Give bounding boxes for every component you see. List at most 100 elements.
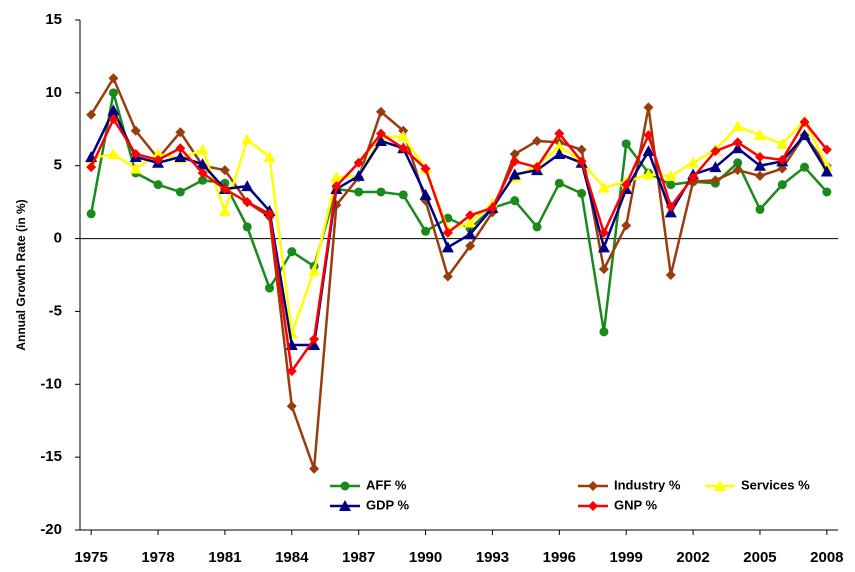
y-tick-label: -5 [49,302,62,319]
data-point [175,187,185,197]
data-point [666,180,676,190]
data-point [398,190,408,200]
data-point [821,144,832,155]
data-point [197,168,208,178]
data-point [687,156,700,168]
data-point [799,117,810,127]
data-point [798,129,811,141]
data-point [242,197,253,208]
series-line [89,92,828,333]
data-point [441,241,454,253]
y-tick-label: 0 [54,230,62,247]
data-point [554,178,564,188]
data-point [330,171,343,183]
data-point [285,327,298,339]
data-point [598,264,609,275]
data-point [354,187,364,197]
x-tick-label: 2005 [743,549,776,566]
data-point [309,463,320,474]
data-point [241,180,254,192]
data-point [642,168,655,180]
data-point [196,158,209,170]
data-point [643,130,654,141]
data-point [108,73,119,84]
data-point [352,169,365,181]
y-tick-label: 15 [45,11,62,28]
x-tick-label: 1984 [275,549,309,566]
data-point [241,133,254,145]
data-point [464,228,477,240]
data-point [731,142,744,154]
data-point [553,148,566,160]
series-line [90,116,828,375]
data-point [554,128,565,139]
y-tick-label: -20 [40,521,62,538]
legend-label: Services % [741,477,810,492]
x-tick-label: 2008 [810,549,843,566]
x-tick-label: 1987 [342,549,375,566]
data-point [753,159,766,171]
legend-label: Industry % [614,477,681,492]
data-point [597,241,610,253]
data-point [465,210,476,221]
data-point [822,187,832,197]
data-point [287,247,297,257]
data-point [733,158,743,168]
data-point [576,144,587,155]
data-point [508,168,521,180]
legend-marker [714,480,726,491]
data-point [754,170,765,181]
data-point [509,149,520,160]
data-point [553,140,566,152]
data-point [599,327,609,337]
data-point [532,162,543,173]
data-point [86,162,97,173]
data-point [196,143,209,155]
x-tick-label: 1975 [74,549,107,566]
data-point [308,264,321,276]
legend-label: GNP % [614,497,658,512]
x-tick-label: 1981 [208,549,241,566]
x-tick-label: 1993 [476,549,509,566]
data-point [442,227,453,238]
data-point [709,161,722,173]
legend-marker [588,501,598,511]
x-tick-label: 1978 [141,549,174,566]
data-point [375,128,386,139]
data-point [621,139,631,149]
data-point [664,169,677,181]
data-point [710,146,721,157]
data-point [219,184,230,195]
data-point [621,220,632,231]
data-point [130,125,141,136]
data-point [107,104,120,116]
data-point [731,120,744,132]
y-axis-label: Annual Growth Rate (in %) [14,199,28,350]
data-point [107,148,120,160]
data-point [710,175,721,186]
data-point [776,137,789,149]
data-point [665,270,676,280]
data-point [419,188,432,200]
data-point [108,88,118,98]
data-point [264,208,275,219]
data-point [153,180,163,190]
y-tick-label: 10 [45,84,62,101]
x-tick-label: 1996 [543,549,576,566]
data-point [664,206,677,218]
data-point [308,338,321,350]
data-point [487,202,498,213]
legend-label: AFF % [366,477,407,492]
data-point [509,156,520,167]
data-point [777,180,787,190]
data-point [577,188,587,198]
data-point [732,137,743,148]
data-point [754,151,765,162]
data-point [152,148,165,160]
data-point [532,135,543,146]
data-point [800,162,810,172]
data-point [375,106,386,117]
data-point [129,162,142,174]
data-point [286,366,297,377]
